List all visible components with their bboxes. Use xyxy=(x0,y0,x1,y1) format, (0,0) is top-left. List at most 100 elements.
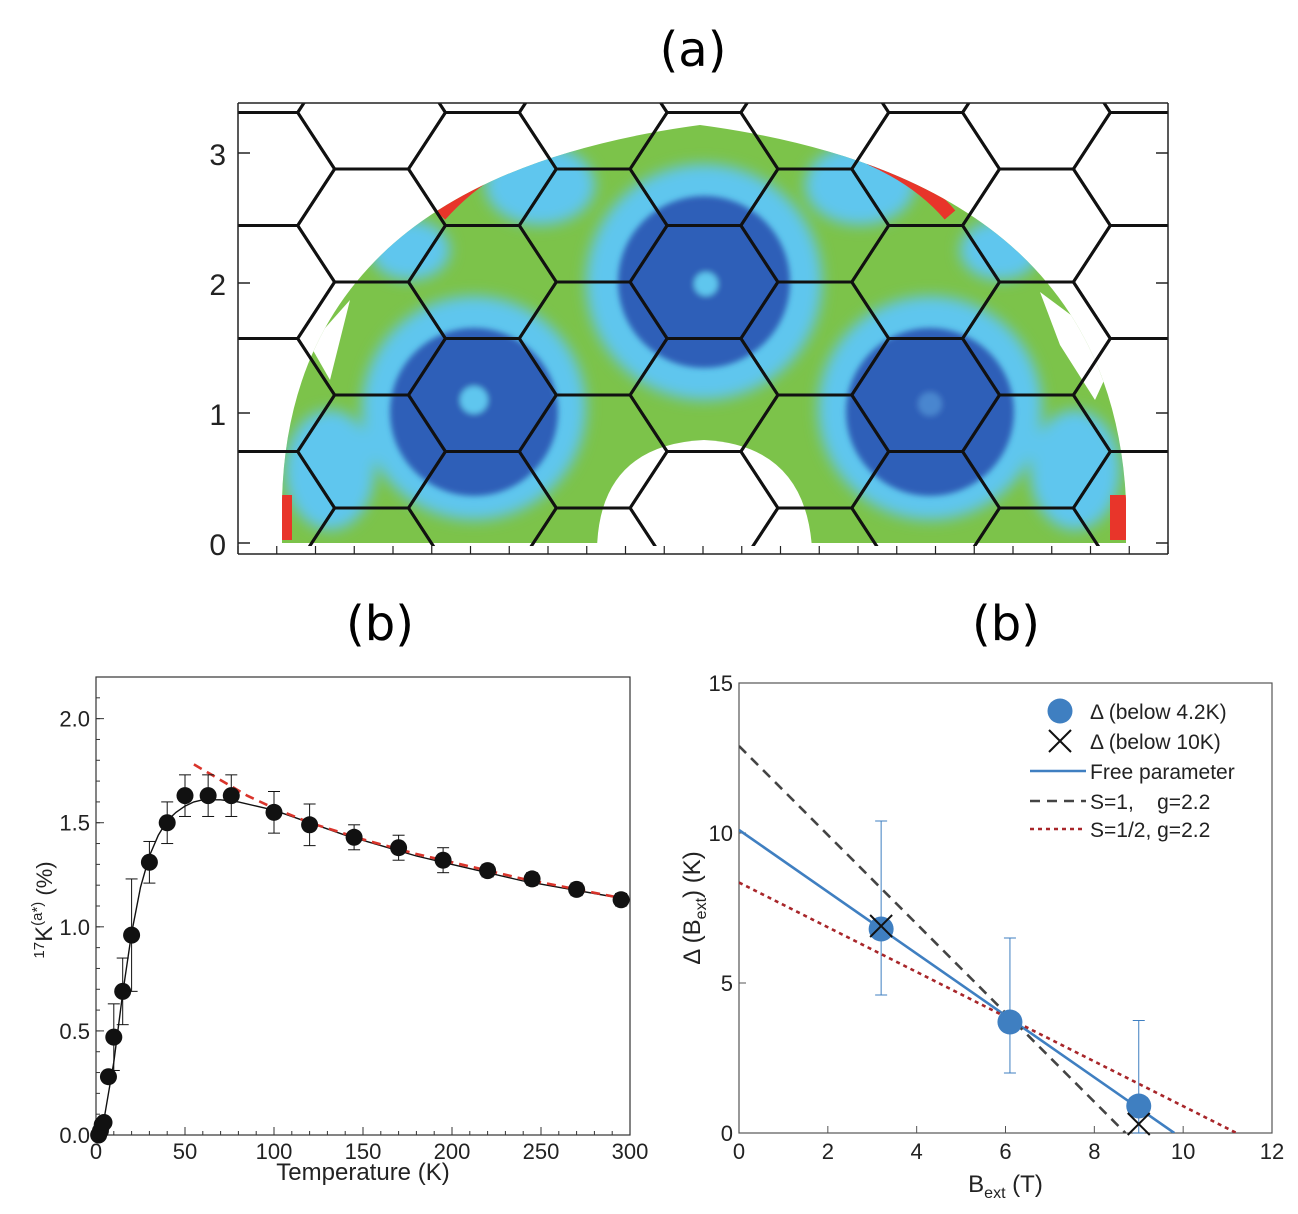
left-data-point xyxy=(176,787,194,805)
hexagon-cell xyxy=(630,565,778,678)
left-ylabel-sup: (a*) xyxy=(29,902,46,926)
hexagon-cell xyxy=(437,103,528,114)
hexagon-cell xyxy=(76,395,224,508)
heatmap-core-left-center xyxy=(460,386,488,414)
left-ytick-label: 1.0 xyxy=(59,915,90,940)
left-ylabel-post: (%) xyxy=(32,861,57,901)
hexagon-cell xyxy=(76,282,224,395)
left-data-point xyxy=(301,816,319,834)
hexagon-cell xyxy=(76,0,224,56)
heatmap-core-right-center xyxy=(918,392,942,416)
left-ytick-label: 2.0 xyxy=(59,707,90,732)
panel-label-a: (a) xyxy=(660,22,727,78)
heatmap-center-hole xyxy=(597,440,812,543)
hexagon-cell xyxy=(0,226,113,339)
hexagon-cell xyxy=(238,103,306,114)
left-ylabel-pre: 17 xyxy=(31,942,48,959)
left-ytick-label: 1.5 xyxy=(59,811,90,836)
hexagon-cell xyxy=(76,508,224,621)
a-ytick-label: 3 xyxy=(209,139,226,172)
left-ytick-label: 0.0 xyxy=(59,1123,90,1148)
legend-entry: Δ (below 4.2K) xyxy=(1090,701,1227,724)
legend-entry: S=1, g=2.2 xyxy=(1090,791,1210,814)
left-data-point xyxy=(105,1028,123,1046)
hexagon-cell xyxy=(963,0,1111,56)
heatmap-cyan-patch-6 xyxy=(960,220,1040,280)
left-plot-frame xyxy=(95,676,631,1136)
hexagon-cell xyxy=(1184,508,1298,621)
right-line-dotted xyxy=(739,881,1238,1133)
hexagon-cell xyxy=(1184,0,1298,56)
hexagon-cell xyxy=(1071,337,1168,453)
hexagon-cell xyxy=(741,734,889,847)
right-data-point-blue xyxy=(868,916,894,942)
left-data-point xyxy=(265,803,283,821)
a-ytick-label: 1 xyxy=(209,399,226,432)
left-data-point xyxy=(612,891,630,909)
right-data-point-blue xyxy=(1126,1093,1152,1119)
hexagon-cell xyxy=(1184,56,1298,169)
right-xtick-label: 4 xyxy=(911,1139,923,1164)
left-xtick-label: 200 xyxy=(434,1139,471,1164)
left-data-point xyxy=(123,926,141,944)
left-data-point xyxy=(568,880,586,898)
heatmap-cyan-patch-3 xyxy=(285,410,375,530)
left-fit-black xyxy=(95,799,631,1136)
hexagon-cell xyxy=(1071,450,1168,546)
left-data-point xyxy=(95,1114,113,1132)
left-xtick-label: 300 xyxy=(612,1139,649,1164)
heatmap-cyan-patch-1 xyxy=(485,145,595,225)
legend-marker-blue xyxy=(1047,698,1073,724)
hexagon-cell xyxy=(298,734,446,847)
left-xlabel: Temperature (K) xyxy=(276,1159,449,1186)
right-xlabel-post: (T) xyxy=(1006,1171,1043,1198)
a-ytick-label: 2 xyxy=(209,269,226,302)
legend-entry: Δ (below 10K) xyxy=(1090,731,1221,754)
right-xtick-label: 8 xyxy=(1088,1139,1100,1164)
legend-entry: Free parameter xyxy=(1090,761,1235,784)
left-ytick-label: 0.5 xyxy=(59,1019,90,1044)
heatmap-white-left xyxy=(310,300,350,380)
heatmap-cyan-patch-5 xyxy=(370,220,450,280)
right-xlabel: Bext (T) xyxy=(968,1171,1043,1202)
hexagon-cell xyxy=(1102,103,1168,114)
hexagon-cell xyxy=(409,565,557,678)
right-xlabel-sub: ext xyxy=(984,1185,1006,1202)
heatmap-red-edge-right xyxy=(1110,495,1126,540)
right-xtick-label: 0 xyxy=(733,1139,745,1164)
hexagon-cell xyxy=(741,621,889,734)
panel-label-b-right: (b) xyxy=(972,596,1040,652)
hexagon-cell xyxy=(630,678,778,791)
right-ytick-label: 15 xyxy=(709,671,733,696)
hexagon-cell xyxy=(295,103,448,171)
left-ylabel-main: K xyxy=(31,926,58,942)
cross-stroke xyxy=(1127,1112,1151,1136)
left-xtick-label: 150 xyxy=(345,1139,382,1164)
hexagon-cell xyxy=(0,339,113,452)
hexagon-cell xyxy=(76,56,224,169)
hexagon-cell xyxy=(0,113,113,226)
heatmap-white-right xyxy=(1040,292,1118,400)
hexagon-cell xyxy=(880,103,971,114)
hexagon-cell xyxy=(1071,224,1168,340)
a-ytick-label: 0 xyxy=(209,529,226,562)
right-ytick-label: 10 xyxy=(709,821,733,846)
hexagon-cell xyxy=(298,0,446,56)
hexagon-grid xyxy=(0,0,1298,847)
left-data-point xyxy=(345,828,363,846)
heatmap-red-edge-left xyxy=(282,495,292,540)
left-data-point xyxy=(158,814,176,832)
left-xtick-label: 50 xyxy=(173,1139,197,1164)
right-xtick-label: 6 xyxy=(999,1139,1011,1164)
left-data-point xyxy=(523,870,541,888)
right-xtick-label: 2 xyxy=(822,1139,834,1164)
left-data-point xyxy=(434,851,452,869)
left-xtick-label: 250 xyxy=(523,1139,560,1164)
hexagon-cell xyxy=(0,452,113,565)
right-ytick-label: 5 xyxy=(721,971,733,996)
hexagon-cell xyxy=(852,678,1000,791)
left-xtick-label: 100 xyxy=(256,1139,293,1164)
heatmap-core-center-center xyxy=(694,272,718,296)
left-data-point xyxy=(222,787,240,805)
